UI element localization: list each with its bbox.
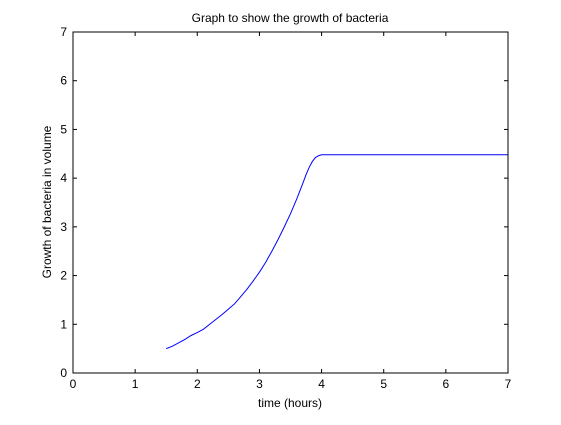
y-tick-label: 7	[60, 25, 67, 39]
y-tick-label: 4	[60, 171, 67, 185]
x-tick-label: 6	[443, 377, 450, 391]
x-tick-label: 4	[318, 377, 325, 391]
x-tick-label: 5	[380, 377, 387, 391]
y-tick-label: 6	[60, 74, 67, 88]
y-tick-label: 3	[60, 220, 67, 234]
x-tick-label: 0	[70, 377, 77, 391]
y-tick-label: 5	[60, 122, 67, 136]
chart-title: Graph to show the growth of bacteria	[192, 11, 389, 25]
axes-box	[72, 31, 509, 374]
y-tick-label: 0	[60, 366, 67, 380]
growth-series-line	[166, 154, 508, 350]
x-tick-label: 7	[505, 377, 512, 391]
x-tick-label: 3	[256, 377, 263, 391]
x-tick-label: 2	[194, 377, 201, 391]
y-tick-label: 1	[60, 317, 67, 331]
y-tick-label: 2	[60, 269, 67, 283]
x-tick-label: 1	[132, 377, 139, 391]
y-axis-label: Growth of bacteria in volume	[40, 125, 54, 278]
x-axis-label: time (hours)	[258, 396, 322, 410]
plot-area	[73, 32, 508, 373]
